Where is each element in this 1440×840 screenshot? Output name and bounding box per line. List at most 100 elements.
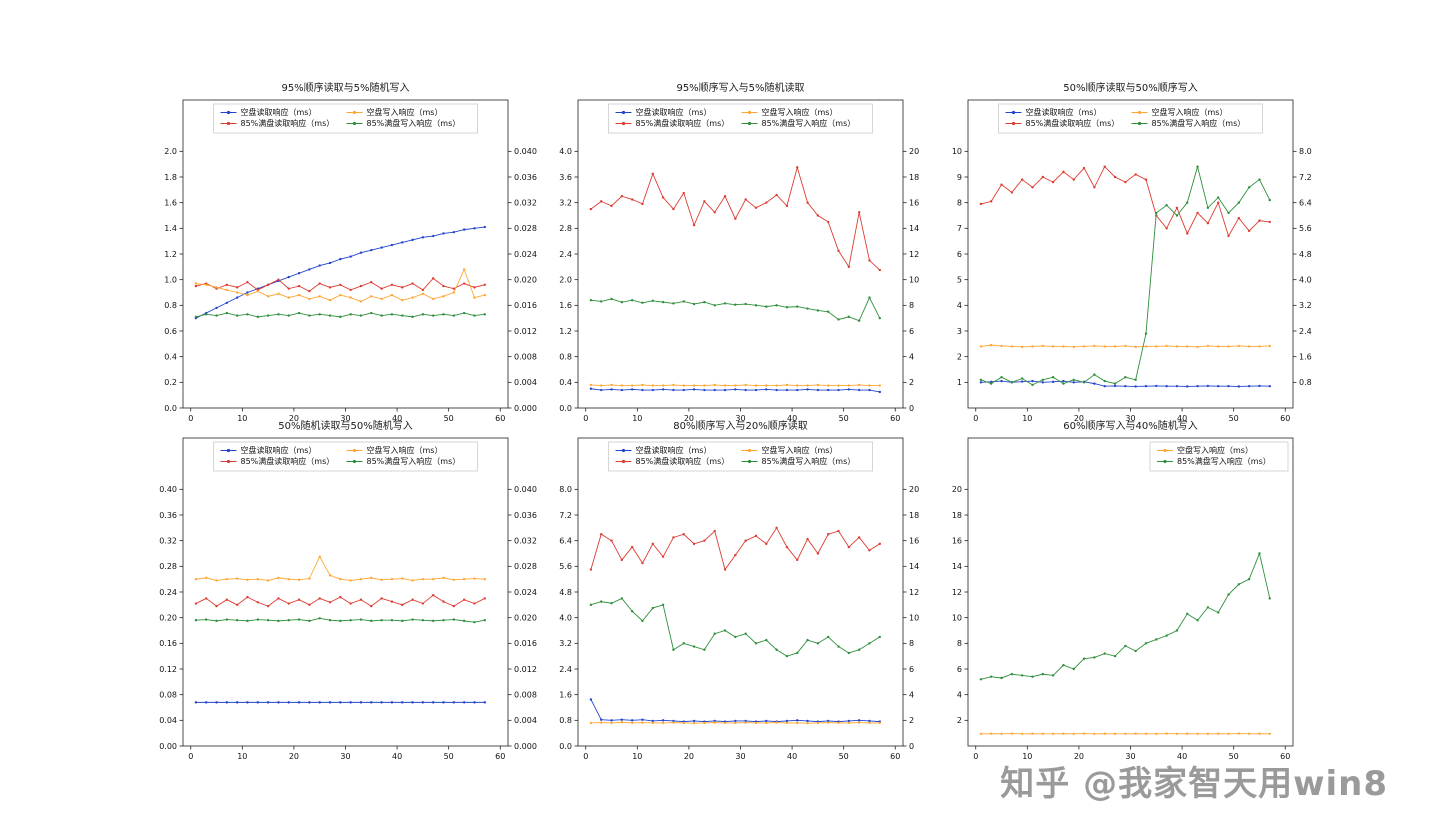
- svg-text:6.4: 6.4: [1299, 198, 1312, 207]
- svg-text:40: 40: [787, 414, 797, 423]
- svg-text:4: 4: [957, 301, 962, 310]
- svg-text:0.016: 0.016: [514, 301, 537, 310]
- svg-text:85%满盘写入响应（ms）: 85%满盘写入响应（ms）: [367, 118, 461, 128]
- svg-text:0.4: 0.4: [164, 352, 177, 361]
- svg-text:0.036: 0.036: [514, 511, 537, 520]
- svg-text:60: 60: [495, 414, 505, 423]
- svg-text:6.4: 6.4: [559, 536, 572, 545]
- svg-text:20: 20: [684, 414, 694, 423]
- svg-text:4: 4: [909, 690, 914, 699]
- svg-text:0.000: 0.000: [514, 404, 537, 413]
- svg-text:1.4: 1.4: [164, 224, 177, 233]
- svg-text:8: 8: [957, 639, 962, 648]
- svg-text:空盘写入响应（ms）: 空盘写入响应（ms）: [1177, 445, 1253, 455]
- svg-text:0.32: 0.32: [159, 536, 177, 545]
- svg-text:3.2: 3.2: [559, 198, 572, 207]
- svg-text:40: 40: [787, 752, 797, 761]
- svg-text:1.6: 1.6: [1299, 352, 1312, 361]
- svg-text:30: 30: [1125, 752, 1135, 761]
- svg-text:空盘读取响应（ms）: 空盘读取响应（ms）: [636, 107, 712, 117]
- svg-text:0.08: 0.08: [159, 690, 177, 699]
- svg-text:85%满盘读取响应（ms）: 85%满盘读取响应（ms）: [636, 456, 730, 466]
- svg-text:14: 14: [952, 562, 962, 571]
- svg-text:3.2: 3.2: [559, 639, 572, 648]
- svg-text:85%满盘写入响应（ms）: 85%满盘写入响应（ms）: [762, 456, 856, 466]
- svg-text:1.0: 1.0: [164, 275, 177, 284]
- subplot-5: 80%顺序写入与20%顺序读取 0.0 0.8 1.6 2.4 3.2 4.0 4.8 5.6…: [530, 406, 950, 766]
- svg-text:60: 60: [1280, 752, 1290, 761]
- svg-text:50: 50: [444, 752, 454, 761]
- svg-text:0: 0: [583, 414, 588, 423]
- svg-text:20: 20: [952, 485, 962, 494]
- chart-canvas: 1 2 3 4 5 6 7 8 9 10 0.8 1.6 2.4 3.2 4.0 4.8 5.6 6.4 7.2 8.…: [952, 99, 1312, 423]
- svg-text:20: 20: [909, 485, 919, 494]
- svg-text:60: 60: [495, 752, 505, 761]
- svg-text:5: 5: [957, 275, 962, 284]
- svg-text:4.8: 4.8: [559, 588, 572, 597]
- svg-text:2.4: 2.4: [559, 250, 572, 259]
- svg-text:2.8: 2.8: [559, 224, 572, 233]
- svg-text:2: 2: [909, 378, 914, 387]
- svg-text:0.032: 0.032: [514, 198, 537, 207]
- svg-text:1.6: 1.6: [164, 198, 177, 207]
- chart-title: 80%顺序写入与20%顺序读取: [673, 421, 808, 432]
- svg-text:0.12: 0.12: [159, 665, 177, 674]
- svg-text:8.0: 8.0: [1299, 147, 1312, 156]
- svg-text:85%满盘写入响应（ms）: 85%满盘写入响应（ms）: [1177, 456, 1271, 466]
- svg-text:30: 30: [1125, 414, 1135, 423]
- svg-text:50: 50: [839, 752, 849, 761]
- svg-text:20: 20: [684, 752, 694, 761]
- svg-text:0.16: 0.16: [159, 639, 177, 648]
- svg-text:2.4: 2.4: [559, 665, 572, 674]
- chart-canvas: 0.00 0.04 0.08 0.12 0.16 0.20 0.24 0.28 0.32 0.36…: [159, 437, 537, 761]
- svg-text:空盘写入响应（ms）: 空盘写入响应（ms）: [1152, 107, 1228, 117]
- subplot-4: 50%随机读取与50%随机写入 0.00 0.04 0.08 0.12 0.16 0.20…: [135, 406, 555, 766]
- svg-text:3: 3: [957, 327, 962, 336]
- svg-text:0.040: 0.040: [514, 485, 537, 494]
- svg-text:9: 9: [957, 173, 962, 182]
- svg-text:空盘写入响应（ms）: 空盘写入响应（ms）: [762, 107, 838, 117]
- svg-text:16: 16: [952, 536, 962, 545]
- svg-text:20: 20: [1074, 752, 1084, 761]
- svg-text:6: 6: [909, 665, 914, 674]
- svg-text:空盘读取响应（ms）: 空盘读取响应（ms）: [241, 445, 317, 455]
- svg-text:40: 40: [1177, 414, 1187, 423]
- svg-text:3.6: 3.6: [559, 173, 572, 182]
- svg-text:1.2: 1.2: [559, 327, 572, 336]
- svg-text:0.8: 0.8: [559, 352, 572, 361]
- svg-text:空盘写入响应（ms）: 空盘写入响应（ms）: [367, 107, 443, 117]
- svg-text:4.0: 4.0: [559, 147, 572, 156]
- svg-text:0.016: 0.016: [514, 639, 537, 648]
- svg-text:8.0: 8.0: [559, 485, 572, 494]
- svg-text:1: 1: [957, 378, 962, 387]
- svg-text:4.8: 4.8: [1299, 250, 1312, 259]
- svg-text:20: 20: [289, 752, 299, 761]
- svg-text:0.8: 0.8: [559, 716, 572, 725]
- svg-text:5.6: 5.6: [1299, 224, 1312, 233]
- svg-text:12: 12: [952, 588, 962, 597]
- svg-text:0.012: 0.012: [514, 665, 537, 674]
- svg-text:40: 40: [392, 752, 402, 761]
- svg-text:60: 60: [890, 414, 900, 423]
- svg-text:40: 40: [392, 414, 402, 423]
- svg-text:0.04: 0.04: [159, 716, 177, 725]
- svg-text:0.2: 0.2: [164, 378, 177, 387]
- svg-text:85%满盘读取响应（ms）: 85%满盘读取响应（ms）: [1026, 118, 1120, 128]
- svg-text:4.0: 4.0: [559, 613, 572, 622]
- svg-text:0.028: 0.028: [514, 224, 537, 233]
- svg-text:20: 20: [289, 414, 299, 423]
- svg-text:空盘读取响应（ms）: 空盘读取响应（ms）: [241, 107, 317, 117]
- svg-text:1.2: 1.2: [164, 250, 177, 259]
- svg-text:0.28: 0.28: [159, 562, 177, 571]
- svg-text:85%满盘写入响应（ms）: 85%满盘写入响应（ms）: [762, 118, 856, 128]
- svg-text:0.6: 0.6: [164, 327, 177, 336]
- svg-text:16: 16: [909, 536, 919, 545]
- chart-canvas: 0.0 0.4 0.8 1.2 1.6 2.0 2.4 2.8 3.2 3.6 4.0 0 2 4 6 8 10…: [559, 99, 919, 423]
- chart-canvas: 0.0 0.8 1.6 2.4 3.2 4.0 4.8 5.6 6.4 7.2 8.0 0 2 4 6 8 10…: [559, 437, 919, 761]
- svg-text:2: 2: [909, 716, 914, 725]
- svg-text:0.004: 0.004: [514, 378, 537, 387]
- svg-text:10: 10: [1022, 414, 1032, 423]
- svg-text:16: 16: [909, 198, 919, 207]
- svg-text:1.6: 1.6: [559, 690, 572, 699]
- svg-text:0.008: 0.008: [514, 352, 537, 361]
